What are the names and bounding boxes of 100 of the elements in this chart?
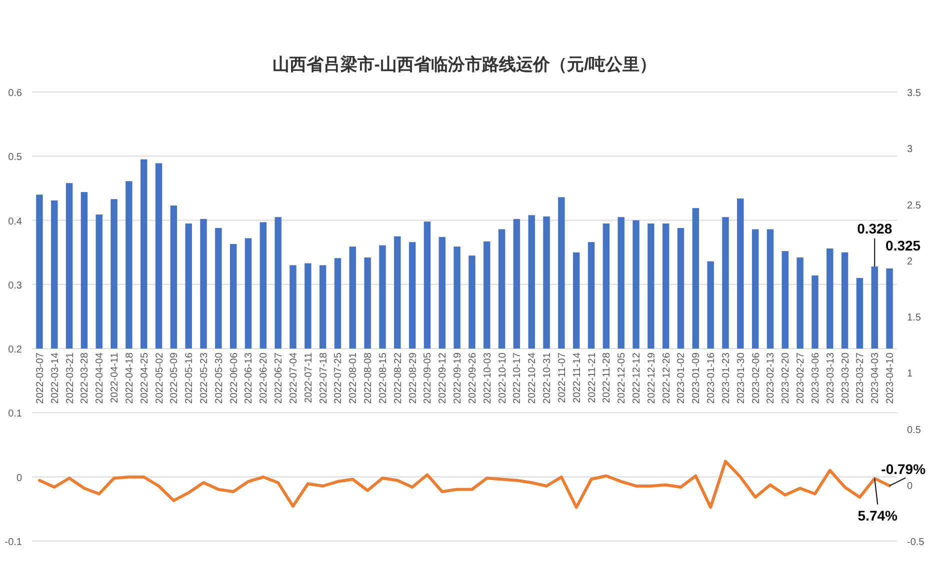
x-tick-label: 2022-11-21 (586, 352, 598, 403)
bar (51, 200, 58, 349)
bar (230, 244, 237, 349)
y2-tick-label: 3 (907, 144, 913, 156)
bar (484, 241, 490, 349)
x-tick-label: 2023-02-13 (766, 352, 777, 404)
bar (334, 258, 342, 349)
y-tick-label: 0.6 (8, 88, 22, 99)
x-tick-label: 2023-02-20 (780, 352, 792, 404)
x-tick-label: 2022-06-20 (258, 352, 270, 404)
x-tick-label: 2023-02-06 (750, 352, 762, 404)
y2-tick-label: 3.5 (907, 88, 922, 99)
x-tick-label: 2022-10-10 (497, 352, 508, 404)
bar (543, 216, 550, 349)
bar (886, 268, 893, 349)
x-tick-label: 2022-07-04 (288, 352, 300, 404)
bar (841, 252, 848, 349)
bar (80, 192, 88, 349)
x-tick-label: 2023-04-10 (885, 352, 896, 404)
x-tick-label: 2022-03-28 (80, 352, 91, 404)
x-tick-label: 2022-05-02 (154, 352, 166, 404)
x-tick-label: 2022-04-25 (139, 352, 150, 404)
bar (260, 222, 267, 349)
data-label: -0.79% (881, 460, 926, 477)
bar (573, 252, 580, 349)
bar (364, 257, 371, 349)
x-tick-label: 2022-10-31 (542, 352, 554, 404)
x-tick-label: 2023-04-03 (870, 352, 882, 404)
bar (871, 266, 878, 349)
x-tick-label: 2022-08-01 (348, 352, 360, 404)
x-tick-label: 2022-07-25 (333, 352, 344, 404)
x-tick-label: 2022-03-07 (34, 352, 46, 404)
x-tick-label: 2022-04-11 (110, 352, 121, 403)
x-tick-label: 2023-01-23 (720, 352, 732, 404)
x-tick-label: 2022-10-17 (512, 352, 524, 404)
x-tick-label: 2022-06-13 (244, 352, 255, 404)
bar (648, 223, 654, 349)
bar (454, 246, 460, 349)
x-tick-label: 2022-08-22 (392, 352, 404, 404)
x-tick-label: 2022-07-18 (318, 352, 330, 404)
x-tick-label: 2023-03-27 (855, 352, 866, 404)
bar (394, 236, 401, 349)
bar (290, 265, 296, 349)
bar (185, 223, 192, 349)
bar (632, 220, 640, 349)
bar (408, 242, 416, 349)
bar (66, 183, 73, 349)
bar (96, 214, 102, 349)
bar (170, 206, 178, 349)
x-tick-label: 2022-08-29 (408, 352, 419, 404)
bar (274, 217, 282, 349)
x-tick-label: 2023-01-30 (736, 352, 747, 404)
x-tick-label: 2022-09-05 (422, 352, 434, 404)
y-tick-label: 0.2 (8, 344, 22, 356)
x-tick-label: 2022-05-16 (184, 352, 196, 404)
y-tick-label: -0.1 (4, 537, 22, 548)
x-tick-label: 2023-01-02 (676, 352, 688, 404)
y-tick-label: 0.4 (8, 216, 22, 228)
x-tick-label: 2022-09-26 (467, 352, 478, 404)
bar (349, 246, 356, 349)
x-tick-label: 2022-10-24 (527, 352, 538, 404)
x-tick-label: 2022-11-14 (572, 352, 583, 403)
bar (244, 238, 252, 349)
y2-tick-label: 0 (907, 480, 913, 492)
y-tick-label: 0.3 (8, 280, 22, 292)
bar (707, 261, 714, 349)
data-label: 5.74% (858, 507, 898, 524)
bar (319, 265, 326, 349)
x-tick-label: 2022-11-28 (602, 352, 613, 403)
bar (826, 248, 834, 349)
x-tick-label: 2022-12-05 (616, 352, 628, 404)
x-tick-label: 2023-02-27 (796, 352, 807, 404)
bar (513, 219, 520, 349)
bar (110, 199, 118, 349)
bar (796, 257, 804, 349)
bar (766, 229, 774, 349)
y2-tick-label: -0.5 (907, 537, 925, 548)
bar (752, 229, 759, 349)
x-tick-label: 2022-12-19 (646, 352, 658, 404)
x-tick-label: 2023-01-09 (691, 352, 702, 404)
bar (677, 228, 684, 349)
bar (126, 181, 132, 349)
bar (782, 251, 788, 349)
y2-tick-label: 0.5 (907, 424, 922, 436)
bar (528, 215, 535, 349)
y2-tick-label: 2 (907, 256, 913, 268)
bar (856, 278, 864, 349)
y2-tick-label: 2.5 (907, 200, 922, 212)
x-tick-label: 2022-09-12 (438, 352, 449, 404)
bar (200, 219, 207, 349)
x-tick-label: 2022-05-23 (199, 352, 210, 404)
bar (438, 236, 446, 349)
bar (812, 275, 818, 349)
y-tick-label: 0 (16, 472, 22, 484)
x-tick-label: 2022-06-06 (228, 352, 240, 404)
x-tick-label: 2023-01-16 (706, 352, 718, 404)
x-tick-label: 2022-11-07 (556, 352, 568, 403)
bar (662, 223, 670, 349)
x-tick-label: 2023-03-13 (825, 352, 836, 404)
bar (558, 197, 565, 349)
